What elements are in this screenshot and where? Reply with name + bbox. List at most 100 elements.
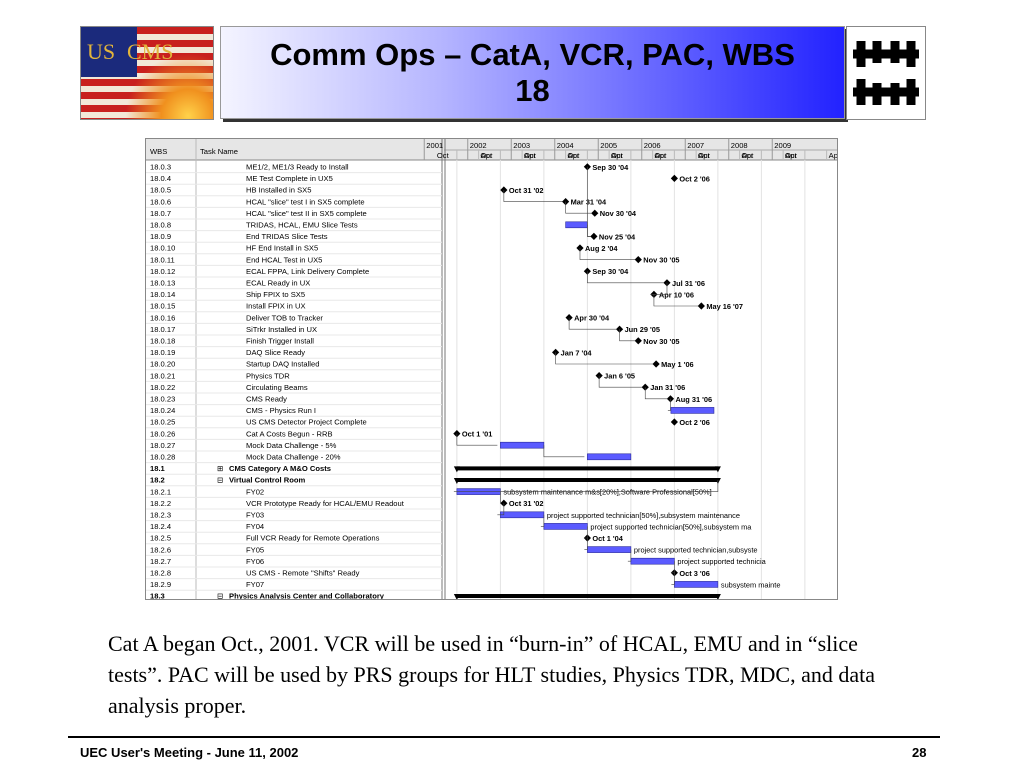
task-bar (500, 511, 545, 519)
summary-bar-end-cap (714, 594, 721, 599)
logo-text-cms: CMS (127, 39, 174, 64)
milestone-marker (634, 256, 642, 264)
task-name-cell: US CMS - Remote "Shifts" Ready (246, 569, 360, 578)
year-label: 2006 (644, 141, 661, 150)
month-label: Apr (829, 151, 838, 160)
resource-label: project supported technicia (677, 557, 766, 566)
task-name-cell: TRIDAS, HCAL, EMU Slice Tests (246, 221, 358, 230)
task-name-cell: Mock Data Challenge - 20% (246, 453, 341, 462)
task-name-cell: Circulating Beams (246, 383, 308, 392)
task-name-cell: HCAL "slice" test II in SX5 complete (246, 209, 367, 218)
milestone-date-label: Oct 3 '06 (679, 569, 710, 578)
milestone-date-label: Nov 25 '04 (599, 232, 636, 241)
milestone-date-label: Sep 30 '04 (592, 267, 629, 276)
summary-bar (456, 466, 718, 471)
month-label: Oct (524, 151, 537, 160)
milestone-date-label: Aug 31 '06 (675, 395, 712, 404)
dependency-link (497, 503, 505, 516)
milestone-date-label: Nov 30 '05 (643, 337, 679, 346)
task-name-cell: FY03 (246, 511, 264, 520)
year-label: 2008 (731, 141, 748, 150)
month-label: Apr (785, 151, 797, 160)
month-label: Oct (698, 151, 711, 160)
year-label: 2004 (557, 141, 574, 150)
month-label: Oct (567, 151, 580, 160)
summary-bar-start-cap (453, 466, 460, 473)
milestone-date-label: Jan 6 '05 (604, 372, 635, 381)
task-bar (670, 407, 715, 414)
milestone-date-label: Jun 29 '05 (625, 325, 660, 334)
wbs-cell: 18.0.7 (150, 209, 171, 218)
milestone-date-label: Apr 30 '04 (574, 314, 610, 323)
dependency-link (568, 317, 617, 330)
wbs-cell: 18.2.5 (150, 534, 171, 543)
task-bar (543, 523, 588, 530)
wbs-cell: 18.0.4 (150, 174, 171, 183)
task-name-cell: Startup DAQ Installed (246, 360, 319, 369)
task-name-cell: SiTrkr Installed in UX (246, 325, 317, 334)
month-label: Oct (611, 151, 624, 160)
wbs-cell: 18.2.3 (150, 511, 171, 520)
month-label: Apr (481, 151, 493, 160)
milestone-date-label: Jan 7 '04 (561, 348, 593, 357)
task-name-cell: ME Test Complete in UX5 (246, 174, 333, 183)
dependency-link (555, 352, 654, 365)
dependency-link (627, 549, 632, 562)
year-label: 2005 (600, 141, 617, 150)
wbs-cell: 18.0.27 (150, 441, 175, 450)
summary-bar-end-cap (714, 466, 721, 473)
dependency-link (579, 248, 636, 260)
dependency-link (453, 480, 719, 492)
wbs-cell: 18.0.19 (150, 348, 175, 357)
us-cms-logo: US CMS (80, 26, 214, 120)
task-bar (500, 441, 545, 449)
wbs-cell: 18.2.9 (150, 580, 171, 589)
month-label: Apr (655, 151, 667, 160)
milestone-marker (591, 209, 599, 217)
milestone-marker (670, 418, 678, 426)
wbs-cell: 18.0.28 (150, 453, 175, 462)
task-name-cell: Finish Trigger Install (246, 337, 314, 346)
task-name-cell: Virtual Control Room (229, 476, 305, 485)
dependency-link (667, 398, 671, 411)
dependency-link (644, 387, 668, 400)
wbs-cell: 18.0.5 (150, 186, 171, 195)
task-bar (565, 221, 588, 229)
task-name-cell: Ship FPIX to SX5 (246, 290, 305, 299)
wbs-cell: 18.1 (150, 464, 166, 473)
wbs-cell: 18.0.18 (150, 337, 175, 346)
month-label: Apr (698, 151, 710, 160)
wbs-cell: 18.2.2 (150, 499, 171, 508)
wbs-cell: 18.2.6 (150, 545, 171, 554)
outline-toggle-icon: ⊞ (217, 464, 223, 473)
resource-label: subsystem mainte (721, 580, 781, 589)
wbs-cell: 18.0.23 (150, 395, 175, 404)
milestone-date-label: May 1 '06 (661, 360, 694, 369)
dependency-link (587, 224, 591, 237)
wbs-cell: 18.0.9 (150, 232, 171, 241)
task-name-cell: ECAL Ready in UX (246, 279, 310, 288)
task-name-cell: Install FPIX in UX (246, 302, 306, 311)
month-label: Apr (742, 151, 754, 160)
month-label: Oct (785, 151, 798, 160)
month-label: Oct (480, 151, 493, 160)
page-number: 28 (912, 745, 927, 760)
milestone-marker (590, 232, 598, 240)
task-name-cell: HCAL "slice" test I in SX5 complete (246, 197, 365, 206)
resource-label: project supported technician[50%],subsys… (547, 511, 740, 520)
wbs-cell: 18.0.3 (150, 163, 171, 172)
milestone-date-label: Oct 2 '06 (679, 418, 710, 427)
wbs-cell: 18.0.11 (150, 255, 175, 264)
milestone-date-label: Aug 2 '04 (585, 244, 618, 253)
dependency-link (543, 445, 585, 458)
task-name-cell: ME1/2, ME1/3 Ready to Install (246, 163, 349, 172)
dependency-link (565, 201, 592, 214)
logo-text-us: US (87, 39, 116, 64)
column-header-task: Task Name (200, 147, 238, 156)
task-name-cell: ECAL FPPA, Link Delivery Complete (246, 267, 369, 276)
year-label: 2003 (513, 141, 530, 150)
month-label: Apr (568, 151, 580, 160)
outline-toggle-icon: ⊟ (217, 476, 223, 485)
resource-label: subsystem maintenance m&s[20%],Software … (503, 488, 711, 497)
wbs-cell: 18.0.25 (150, 418, 175, 427)
